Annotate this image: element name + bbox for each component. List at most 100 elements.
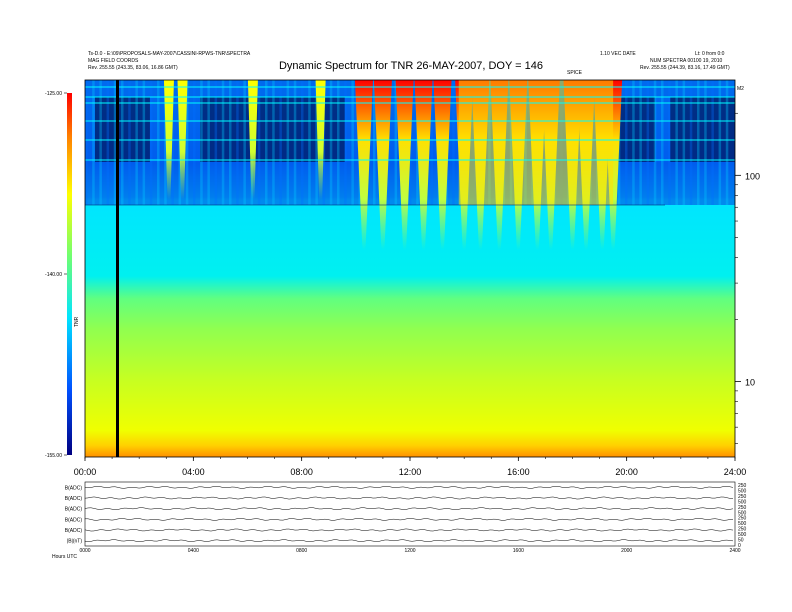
lower-panel-label: B(ADC) xyxy=(65,528,83,534)
colorbar-tick-label: -140.00 xyxy=(45,272,62,278)
header-left-line1: Ts-D.0 - E:\09\PROPOSALS-MAY-2007\CASSIN… xyxy=(88,51,251,57)
lower-right-tick: 0 xyxy=(738,543,741,549)
vertical-streak xyxy=(236,80,239,205)
vertical-streak xyxy=(725,80,729,205)
burst-mark xyxy=(373,80,392,250)
x-tick-label: 24:00 xyxy=(724,467,747,477)
vertical-streak xyxy=(164,80,167,205)
colorbar-label: TNR xyxy=(74,316,80,327)
lower-x-tick: 2400 xyxy=(729,548,740,554)
header-right-line4: Rev. 255.55 (244.39, 83.16, 17.49 GMT) xyxy=(640,65,730,71)
lower-panels: B(ADC) B(ADC) B(ADC) B(ADC) B(ADC) |B|(nT) 250… xyxy=(52,481,747,560)
vertical-streak xyxy=(121,80,124,205)
lower-right-tick: 250 xyxy=(738,483,747,489)
colorbar xyxy=(67,93,72,455)
vertical-streak xyxy=(682,80,686,205)
header-right-line1: 1.10 VEC DATE xyxy=(600,51,636,57)
vertical-streak xyxy=(85,80,88,205)
lower-panel-trace xyxy=(84,485,734,489)
lower-x-tick: 0000 xyxy=(79,548,90,554)
vertical-streak xyxy=(157,80,160,205)
header-right-line3: NUM SPECTRA 00100 19, 2010 xyxy=(650,58,722,64)
y-tick-label: 100 xyxy=(745,171,760,181)
dark-patch xyxy=(670,97,735,162)
lower-x-tick: 0400 xyxy=(188,548,199,554)
lower-panel-label: B(ADC) xyxy=(65,485,83,491)
lower-right-tick: 50 xyxy=(738,538,744,544)
vertical-streak xyxy=(329,80,333,205)
y-tick-label: 10 xyxy=(745,377,755,387)
burst-mark xyxy=(414,80,433,250)
header-right-line2: Lt: 0 from 0:0 xyxy=(695,51,725,57)
lower-x-tick: 1200 xyxy=(404,548,415,554)
lower-right-tick: 500 xyxy=(738,532,747,538)
vertical-streak xyxy=(639,80,642,205)
vertical-streak xyxy=(632,80,635,205)
lower-right-tick: 250 xyxy=(738,527,747,533)
vertical-streak xyxy=(193,80,196,205)
vertical-streak xyxy=(704,80,707,205)
vertical-streak xyxy=(279,80,282,205)
vertical-streak xyxy=(718,80,722,205)
vertical-streak xyxy=(646,80,650,205)
vertical-streak xyxy=(286,80,290,205)
lower-panel-trace xyxy=(84,507,734,511)
vertical-streak xyxy=(171,80,174,205)
vertical-streak xyxy=(149,80,153,205)
x-tick-label: 16:00 xyxy=(507,467,530,477)
vertical-streak xyxy=(675,80,678,205)
colorbar-tick-label: -155.00 xyxy=(45,453,62,459)
vertical-streak xyxy=(92,80,95,205)
vertical-streak xyxy=(142,80,146,205)
lower-right-tick: 250 xyxy=(738,505,747,511)
vertical-streak xyxy=(243,80,246,205)
vertical-streak xyxy=(265,80,268,205)
lower-x-tick: 1600 xyxy=(513,548,524,554)
lower-x-tick: 2000 xyxy=(621,548,632,554)
vertical-streak xyxy=(293,80,297,205)
vertical-streak xyxy=(207,80,210,205)
lower-x-tick: 0800 xyxy=(296,548,307,554)
lower-right-tick: 250 xyxy=(738,494,747,500)
vertical-streak xyxy=(689,80,693,205)
dark-patch xyxy=(95,97,150,162)
vertical-streak xyxy=(697,80,700,205)
spectrogram-area xyxy=(85,80,735,457)
lower-panel-trace xyxy=(84,528,734,532)
vertical-streak xyxy=(344,80,347,205)
lower-right-tick: 250 xyxy=(738,516,747,522)
dark-patch xyxy=(200,97,270,162)
dark-patch xyxy=(270,97,345,162)
burst-mark xyxy=(433,80,452,250)
lower-panel-trace xyxy=(84,496,734,500)
x-tick-label: 00:00 xyxy=(74,467,97,477)
vertical-streak xyxy=(128,80,131,205)
vertical-streak xyxy=(653,80,657,205)
lower-panel-label: B(ADC) xyxy=(65,517,83,523)
vertical-streak xyxy=(315,80,318,205)
vertical-streak xyxy=(322,80,326,205)
lower-frame xyxy=(84,481,736,547)
vertical-streak xyxy=(113,80,117,205)
vertical-streak xyxy=(661,80,664,205)
vertical-streak xyxy=(373,80,376,205)
vertical-streak xyxy=(394,80,398,205)
header-center-tag: SPICE xyxy=(567,70,583,76)
vertical-streak xyxy=(452,80,455,205)
lower-right-tick: 500 xyxy=(738,521,747,527)
colorbar-tick-label: -125.00 xyxy=(45,91,62,97)
vertical-streak xyxy=(308,80,311,205)
vertical-streak xyxy=(430,80,434,205)
x-tick-label: 04:00 xyxy=(182,467,205,477)
vertical-streak xyxy=(351,80,354,205)
dark-patch xyxy=(615,97,655,162)
lower-right-tick: 500 xyxy=(738,499,747,505)
vertical-streak xyxy=(668,80,671,205)
lower-panel-label: B(ADC) xyxy=(65,496,83,502)
vertical-streak xyxy=(221,80,225,205)
lower-right-tick: 500 xyxy=(738,488,747,494)
header-left-line3: Rev. 255.55 (243.35, 83.06, 16.86 GMT) xyxy=(88,65,178,71)
vertical-streak xyxy=(99,80,102,205)
lower-panel-label: |B|(nT) xyxy=(67,539,82,545)
burst-mark xyxy=(395,80,414,250)
